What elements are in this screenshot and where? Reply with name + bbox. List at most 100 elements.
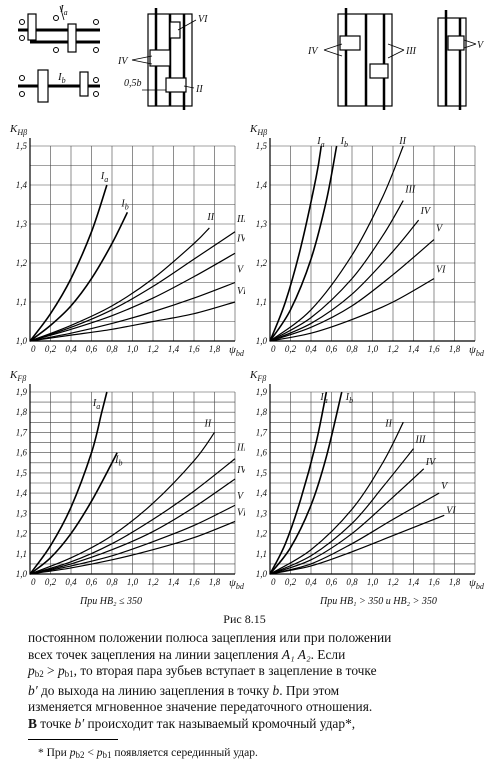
x-tick-label: 1,0: [367, 344, 379, 354]
y-tick-label: 1,5: [256, 468, 268, 478]
x-tick-label: 0,8: [106, 344, 118, 354]
series-label: II: [384, 418, 392, 429]
series-line-iii: [269, 200, 404, 342]
series-label: V: [436, 224, 444, 235]
chart-caption: При HB₂ ≤ 350: [79, 596, 142, 607]
y-tick-label: 1,5: [16, 468, 28, 478]
series-label: Ia: [316, 136, 324, 149]
y-tick-label: 1,0: [256, 336, 268, 346]
series-label: Ia: [319, 392, 327, 405]
x-tick-label: 1,8: [209, 344, 221, 354]
series-line-vi: [29, 520, 236, 575]
series-line-ii: [269, 145, 404, 342]
footnote-divider: [28, 739, 118, 740]
schematic-two-stage: VI IV 0,5b II: [117, 8, 208, 110]
y-axis-label: KHβ: [9, 123, 27, 137]
gearbox-schematics: Ia Ib VI IV 0,5b: [18, 3, 485, 110]
series-label: IV: [420, 206, 432, 217]
x-tick-label: 1,0: [127, 577, 139, 587]
series-label: Ia: [100, 171, 108, 184]
x-tick-label: 1,4: [408, 344, 420, 354]
x-tick-label: 0,8: [346, 577, 358, 587]
series-label: Ib: [340, 136, 348, 149]
x-tick-label: 1,6: [188, 577, 200, 587]
y-axis-label: KHβ: [249, 123, 267, 137]
series-line-ib: [269, 391, 343, 575]
y-tick-label: 1,2: [256, 258, 268, 268]
y-tick-label: 1,1: [16, 297, 27, 307]
schematic-coaxial: IV III: [307, 8, 417, 110]
series-label: IV: [236, 233, 245, 244]
series-label: V: [237, 265, 245, 276]
schematic-ia: Ia: [18, 3, 100, 53]
chart-kh-beta-right: 1,0 1,1 1,2 1,3 1,4 1,5 0 0,2 0,4 0,6 0,8 1,0 1,2 1,4…: [249, 123, 485, 358]
series-line-v: [29, 504, 236, 575]
x-tick-label: 1,2: [387, 577, 399, 587]
x-tick-label: 1,4: [168, 344, 180, 354]
x-tick-label: 0,6: [86, 577, 98, 587]
series-line-ib: [29, 211, 129, 342]
y-tick-label: 1,3: [16, 219, 28, 229]
x-tick-label: 1,0: [127, 344, 139, 354]
y-tick-label: 1,0: [256, 569, 268, 579]
series-label: Ib: [114, 455, 122, 468]
y-tick-label: 1,3: [256, 508, 268, 518]
diagram-label-v: V: [477, 40, 485, 51]
y-tick-label: 1,0: [16, 336, 28, 346]
series-label: V: [441, 481, 449, 492]
y-tick-label: 1,3: [256, 219, 268, 229]
series-line-ia: [269, 391, 328, 575]
grid: [270, 391, 476, 574]
x-tick-label: 0,2: [285, 344, 297, 354]
series-label: IV: [425, 457, 437, 468]
schematic-single-v: V: [437, 10, 485, 110]
grid: [30, 145, 236, 341]
chart-kf-beta-left: 1,0 1,1 1,2 1,3 1,4 1,5 1,6 1,7 1,8 1,9 0 0,2 0,4 0,6…: [9, 369, 245, 607]
series-label: VI: [446, 505, 456, 516]
series-label: Ib: [120, 198, 128, 211]
y-tick-label: 1,4: [16, 180, 28, 190]
y-axis-label: KFβ: [249, 369, 266, 383]
x-tick-label: 1,6: [428, 577, 440, 587]
y-tick-label: 1,4: [256, 180, 268, 190]
x-tick-label: 0: [31, 344, 36, 354]
series-line-iv: [29, 478, 236, 575]
x-tick-label: 0,4: [65, 344, 77, 354]
series-label: III: [236, 214, 245, 225]
series-label: VI: [237, 286, 245, 297]
x-axis-label: ψbd: [469, 344, 485, 358]
x-tick-label: 0,4: [305, 577, 317, 587]
x-tick-label: 0: [271, 344, 276, 354]
diagram-label-05b: 0,5b: [124, 78, 142, 89]
series-label: II: [398, 136, 406, 147]
series-line-ii: [269, 422, 404, 575]
x-axis-label: ψbd: [469, 577, 485, 591]
x-tick-label: 0,8: [106, 577, 118, 587]
y-tick-label: 1,8: [16, 407, 28, 417]
x-tick-label: 1,4: [168, 577, 180, 587]
x-tick-label: 0,2: [285, 577, 297, 587]
x-tick-label: 1,2: [387, 344, 399, 354]
x-tick-label: 1,4: [408, 577, 420, 587]
paragraph-line: постоянном положении полюса зацепления и…: [28, 630, 392, 645]
x-tick-label: 1,8: [449, 577, 461, 587]
y-tick-label: 1,5: [256, 141, 268, 151]
series-label: VI: [436, 265, 446, 276]
series-line-v: [29, 281, 236, 342]
series-line-ia: [269, 145, 323, 342]
x-tick-label: 1,8: [449, 344, 461, 354]
x-tick-label: 1,2: [147, 344, 159, 354]
series-line-iii: [269, 448, 414, 575]
x-tick-label: 0,2: [45, 577, 57, 587]
x-tick-label: 0,2: [45, 344, 57, 354]
y-tick-label: 1,0: [16, 569, 28, 579]
y-tick-label: 1,1: [16, 549, 27, 559]
y-tick-label: 1,7: [256, 427, 268, 437]
y-tick-label: 1,4: [16, 488, 28, 498]
paragraph-line: b′ до выхода на линию зацепления в точку…: [28, 682, 340, 698]
diagram-label-ib: Ib: [57, 71, 66, 85]
series-line-ii: [29, 227, 210, 342]
x-tick-label: 0,6: [326, 577, 338, 587]
series-label: IV: [236, 465, 245, 476]
x-tick-label: 1,8: [209, 577, 221, 587]
